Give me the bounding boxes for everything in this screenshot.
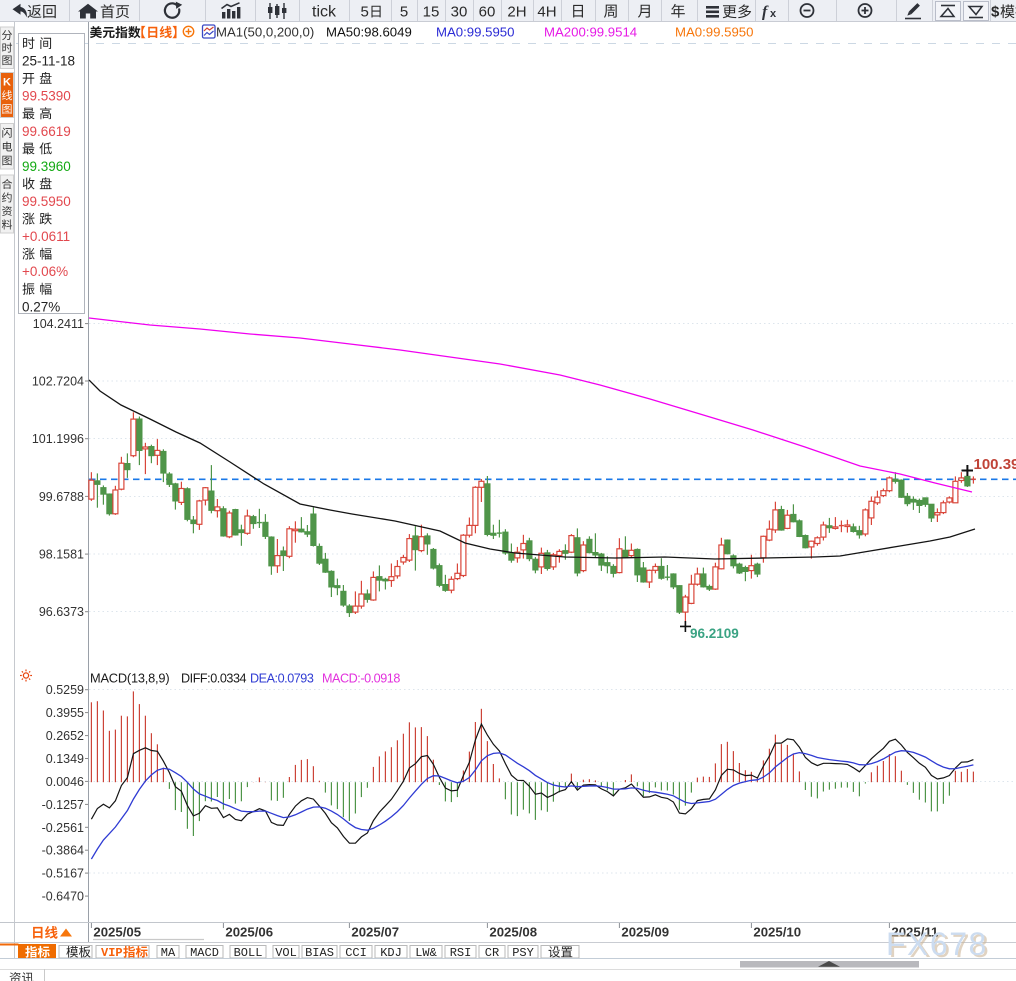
svg-text:-0.5167: -0.5167 (42, 867, 84, 881)
svg-text:PSY: PSY (512, 946, 534, 960)
svg-text:MACD(13,8,9): MACD(13,8,9) (90, 671, 169, 686)
svg-text:MA200:99.9514: MA200:99.9514 (544, 25, 637, 40)
svg-text:99.6788: 99.6788 (39, 490, 84, 504)
svg-text:+0.06%: +0.06% (22, 264, 68, 279)
svg-text:0.1349: 0.1349 (46, 752, 84, 766)
svg-text:2025/11: 2025/11 (891, 925, 938, 940)
svg-text:DEA:0.0793: DEA:0.0793 (250, 672, 314, 686)
svg-text:MA: MA (161, 946, 176, 960)
svg-text:-0.1257: -0.1257 (42, 798, 84, 812)
svg-text:0.0046: 0.0046 (46, 775, 84, 789)
svg-text:2025/06: 2025/06 (225, 925, 273, 940)
svg-text:99.3960: 99.3960 (22, 159, 71, 174)
svg-text:2H: 2H (507, 4, 526, 21)
svg-text:96.6373: 96.6373 (39, 605, 84, 619)
svg-text:5: 5 (361, 4, 369, 21)
svg-text:2025/05: 2025/05 (93, 925, 141, 940)
svg-text:99.5950: 99.5950 (22, 194, 71, 209)
svg-text:0.2652: 0.2652 (46, 729, 84, 743)
svg-text:MA0:99.5950: MA0:99.5950 (675, 25, 753, 40)
svg-text:MA1(50,0,200,0): MA1(50,0,200,0) (216, 25, 314, 40)
svg-text:CR: CR (485, 946, 499, 960)
svg-text:-0.2561: -0.2561 (42, 821, 84, 835)
svg-text:2025/10: 2025/10 (753, 925, 801, 940)
svg-text:0.3955: 0.3955 (46, 706, 84, 720)
svg-text:MA0:99.5950: MA0:99.5950 (436, 25, 514, 40)
svg-text:2025/08: 2025/08 (489, 925, 537, 940)
svg-text:15: 15 (423, 4, 440, 21)
svg-text:-0.6470: -0.6470 (42, 890, 84, 904)
svg-text:MACD:-0.0918: MACD:-0.0918 (322, 672, 400, 686)
svg-text:f: f (762, 4, 769, 21)
svg-text:BIAS: BIAS (305, 946, 334, 960)
svg-text:BOLL: BOLL (234, 946, 263, 960)
svg-text:30: 30 (451, 4, 468, 21)
svg-text:LW&: LW& (415, 946, 437, 960)
svg-text:60: 60 (479, 4, 496, 21)
svg-text:K: K (3, 77, 11, 89)
svg-text:0.27%: 0.27% (22, 299, 60, 314)
svg-text:-0.3864: -0.3864 (42, 844, 84, 858)
svg-text:5: 5 (400, 4, 408, 21)
svg-text:0.5259: 0.5259 (46, 683, 84, 697)
svg-text:RSI: RSI (450, 946, 472, 960)
svg-text:VIP: VIP (101, 946, 123, 960)
svg-text:FX678: FX678 (886, 926, 988, 962)
svg-text:25-11-18: 25-11-18 (22, 54, 75, 69)
svg-text:+0.0611: +0.0611 (22, 229, 70, 244)
svg-text:99.5390: 99.5390 (22, 89, 71, 104)
svg-text:99.6619: 99.6619 (22, 124, 71, 139)
svg-text:101.1996: 101.1996 (32, 432, 84, 446)
svg-text:4H: 4H (537, 4, 556, 21)
svg-text:100.390: 100.390 (974, 456, 1016, 473)
svg-text:102.7204: 102.7204 (32, 375, 84, 389)
svg-text:2025/07: 2025/07 (351, 925, 399, 940)
svg-text:$: $ (991, 4, 1000, 21)
svg-text:KDJ: KDJ (380, 946, 402, 960)
svg-text:MA50:98.6049: MA50:98.6049 (326, 25, 412, 40)
svg-text:DIFF:0.0334: DIFF:0.0334 (181, 672, 246, 686)
svg-text:96.2109: 96.2109 (690, 626, 739, 641)
svg-text:98.1581: 98.1581 (39, 548, 84, 562)
svg-text:CCI: CCI (345, 946, 367, 960)
svg-text:tick: tick (312, 4, 337, 21)
svg-text:VOL: VOL (275, 946, 297, 960)
svg-text:104.2411: 104.2411 (33, 317, 84, 331)
svg-text:MACD: MACD (190, 946, 219, 960)
svg-text:x: x (770, 8, 777, 20)
svg-text:2025/09: 2025/09 (621, 925, 669, 940)
